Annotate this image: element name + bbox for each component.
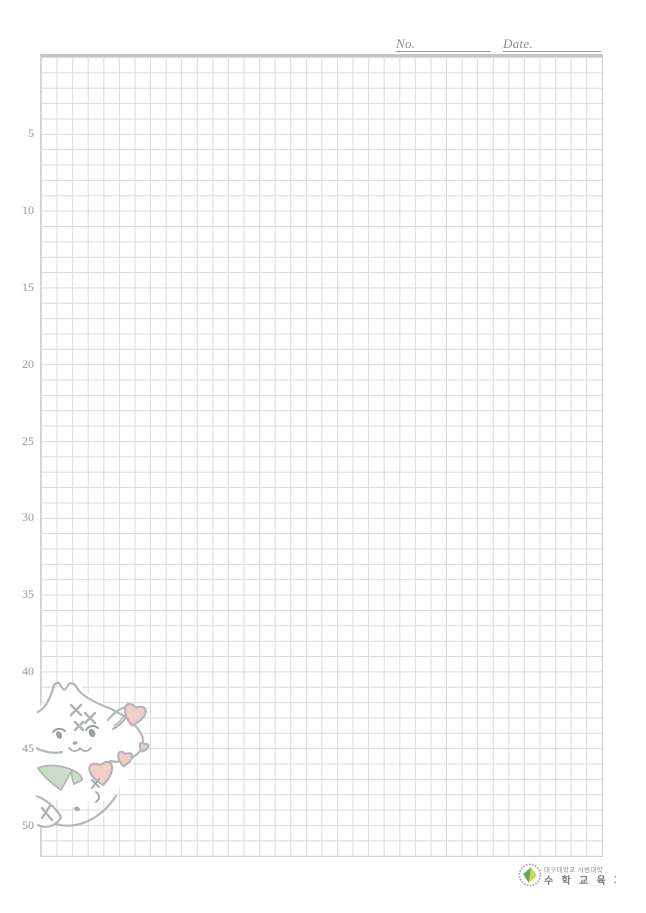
mascot-right-eye [88, 728, 96, 738]
mascot-stripes [40, 703, 97, 822]
row-label-45: 45 [22, 741, 34, 755]
mascot-hearts [88, 702, 150, 787]
row-label-20: 20 [22, 357, 34, 371]
mascot-right-eyelid [85, 724, 99, 731]
mascot-scarf-knot [70, 768, 83, 786]
row-label-25: 25 [22, 434, 34, 448]
row-label-10: 10 [22, 203, 34, 217]
no-field-line [396, 51, 491, 52]
row-label-40: 40 [22, 664, 34, 678]
mascot-tail-outline [36, 794, 63, 828]
date-field-label: Date. [503, 36, 534, 51]
mascot-ear-head-outline [36, 681, 142, 734]
mascot-body-base [36, 682, 145, 807]
heart-held-icon [88, 760, 114, 787]
mascot-scarf [36, 764, 74, 792]
mascot-foot-pad [74, 806, 80, 812]
mascot-face [52, 724, 99, 812]
row-label-15: 15 [22, 280, 34, 294]
mascot-jaw-outline [36, 746, 64, 754]
logo-text-department: 수 학 교 육 과 [544, 874, 616, 887]
date-field-line [503, 51, 601, 52]
mascot-paw-grip [91, 778, 100, 803]
mascot-nose [72, 741, 78, 745]
tiger-mascot-illustration [36, 681, 150, 828]
heart-small-icon [138, 741, 150, 753]
heart-top-right-icon [123, 702, 147, 727]
row-label-5: 5 [28, 126, 34, 140]
mascot-left-eyelid [52, 727, 66, 733]
row-label-50: 50 [22, 818, 34, 832]
logo-text-university: 대구대학교 사범대학 [544, 865, 603, 874]
mascot-left-eye [55, 731, 63, 739]
mascot-smile [68, 746, 92, 752]
mascot-tail-base [36, 794, 62, 828]
mascot-body-arc [54, 794, 118, 827]
university-logo: 대구대학교 사범대학 수 학 교 육 과 [518, 863, 616, 887]
no-field-label: No. [396, 36, 416, 51]
heart-medium-icon [117, 750, 134, 768]
row-label-30: 30 [22, 510, 34, 524]
mascot-cheek-outline [108, 730, 145, 763]
row-label-35: 35 [22, 587, 34, 601]
logo-diamond-icon [523, 867, 537, 883]
